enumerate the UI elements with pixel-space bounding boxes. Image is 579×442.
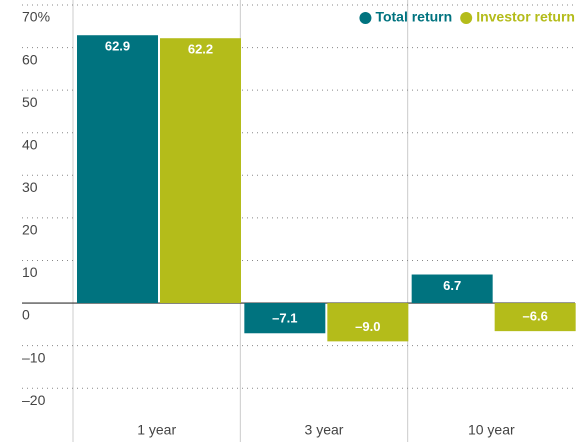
y-tick-label: –20 <box>22 392 46 408</box>
value-label: 6.7 <box>443 278 461 293</box>
bar <box>244 303 326 334</box>
legend-label: Investor return <box>476 9 575 25</box>
bar <box>77 35 158 304</box>
y-tick-label: 30 <box>22 179 38 195</box>
legend-label: Total return <box>375 9 452 25</box>
y-tick-label: 0 <box>22 307 30 323</box>
bar <box>327 303 409 342</box>
bar <box>160 38 241 304</box>
y-tick-label: 60 <box>22 51 38 67</box>
value-label: –9.0 <box>355 319 380 334</box>
value-label: 62.2 <box>188 42 213 57</box>
legend-swatch <box>460 12 473 24</box>
y-tick-label: 50 <box>22 94 38 110</box>
value-label: –6.6 <box>523 309 548 324</box>
x-tick-label: 1 year <box>137 422 176 438</box>
legend-swatch <box>359 12 372 24</box>
bar <box>494 303 576 332</box>
y-tick-label: 10 <box>22 264 38 280</box>
value-label: –7.1 <box>272 311 297 326</box>
x-tick-label: 10 year <box>468 422 515 438</box>
y-tick-label: 70% <box>22 9 50 25</box>
y-tick-label: –10 <box>22 349 46 365</box>
bar <box>411 274 493 304</box>
x-tick-label: 3 year <box>305 422 344 438</box>
value-label: 62.9 <box>105 39 130 54</box>
y-tick-label: 40 <box>22 136 38 152</box>
y-tick-label: 20 <box>22 222 38 238</box>
